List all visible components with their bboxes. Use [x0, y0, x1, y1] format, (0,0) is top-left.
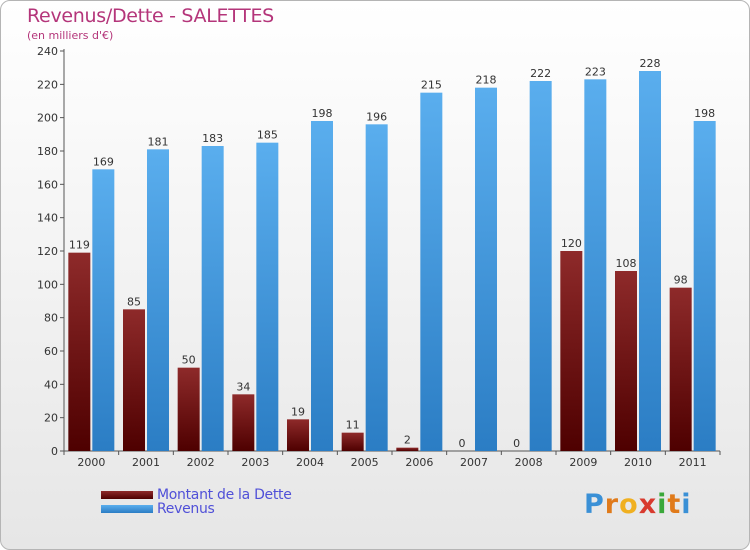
data-label-revenue: 228 — [640, 57, 661, 70]
y-tick-label: 0 — [51, 445, 58, 458]
data-label-debt: 85 — [127, 295, 141, 308]
y-tick-label: 20 — [44, 412, 58, 425]
legend-item-revenue: Revenus — [101, 501, 215, 517]
chart-title: Revenus/Dette - SALETTES — [27, 5, 274, 27]
bar-debt — [68, 252, 91, 451]
y-tick-label: 200 — [37, 112, 58, 125]
bar-revenue — [420, 92, 443, 452]
bar-revenue — [365, 124, 388, 451]
legend-swatch-debt — [101, 491, 153, 499]
data-label-revenue: 198 — [312, 107, 333, 120]
bar-debt — [287, 419, 309, 451]
x-tick-label: 2005 — [351, 456, 379, 469]
x-tick-label: 2010 — [624, 456, 652, 469]
data-label-revenue: 218 — [476, 74, 497, 87]
legend-label-revenue: Revenus — [157, 501, 215, 517]
x-tick-label: 2002 — [187, 456, 215, 469]
x-tick-label: 2003 — [241, 456, 269, 469]
bar-debt — [615, 271, 637, 451]
logo-letter: P — [584, 489, 605, 520]
y-tick-label: 180 — [37, 145, 58, 158]
data-label-revenue: 223 — [585, 65, 606, 78]
x-tick-label: 2006 — [405, 456, 433, 469]
data-label-debt: 34 — [236, 380, 250, 393]
data-label-debt: 119 — [69, 239, 90, 252]
bar-revenue — [693, 121, 716, 451]
y-tick-label: 40 — [44, 378, 58, 391]
data-label-debt: 108 — [616, 257, 637, 270]
legend-item-debt: Montant de la Dette — [101, 487, 292, 503]
data-label-revenue: 181 — [148, 135, 169, 148]
bar-debt — [669, 287, 692, 451]
bar-debt — [560, 251, 583, 451]
logo-letter: x — [638, 489, 658, 520]
bar-revenue — [92, 169, 115, 452]
data-label-debt: 2 — [404, 434, 411, 447]
logo-letter: r — [604, 489, 620, 520]
bar-debt — [123, 309, 145, 451]
data-label-revenue: 183 — [202, 132, 223, 145]
data-label-debt: 0 — [513, 437, 520, 450]
logo-letter: o — [619, 489, 639, 520]
data-label-revenue: 196 — [366, 110, 387, 123]
x-tick-label: 2011 — [679, 456, 707, 469]
bar-debt — [177, 367, 200, 451]
proxiti-logo: Proxiti — [584, 489, 692, 520]
data-label-debt: 98 — [674, 274, 688, 287]
data-label-debt: 0 — [459, 437, 466, 450]
data-label-revenue: 215 — [421, 79, 442, 92]
bar-revenue — [147, 149, 169, 452]
chart-subtitle: (en milliers d'€) — [27, 29, 114, 42]
x-tick-label: 2008 — [515, 456, 543, 469]
data-label-debt: 120 — [561, 237, 582, 250]
y-tick-label: 160 — [37, 178, 58, 191]
data-label-revenue: 185 — [257, 129, 278, 142]
bar-revenue — [311, 121, 333, 451]
bar-revenue — [529, 81, 552, 451]
logo-letter: i — [681, 489, 692, 520]
data-label-debt: 11 — [346, 419, 360, 432]
data-label-revenue: 169 — [93, 155, 114, 168]
x-tick-label: 2009 — [569, 456, 597, 469]
bar-debt — [396, 447, 419, 451]
bar-revenue — [201, 146, 224, 451]
logo-letter: i — [657, 489, 668, 520]
y-tick-label: 240 — [37, 45, 58, 58]
legend-swatch-revenue — [101, 505, 153, 513]
bar-debt — [232, 394, 255, 451]
bar-revenue — [639, 71, 661, 451]
x-tick-label: 2000 — [77, 456, 105, 469]
bar-debt — [341, 432, 364, 451]
y-tick-label: 220 — [37, 78, 58, 91]
data-label-revenue: 198 — [694, 107, 715, 120]
data-label-revenue: 222 — [530, 67, 551, 80]
logo-letter: t — [667, 489, 682, 520]
legend-label-debt: Montant de la Dette — [157, 487, 292, 503]
bar-revenue — [584, 79, 607, 451]
x-tick-label: 2001 — [132, 456, 160, 469]
x-tick-label: 2007 — [460, 456, 488, 469]
y-tick-label: 120 — [37, 245, 58, 258]
y-tick-label: 80 — [44, 312, 58, 325]
data-label-debt: 50 — [182, 354, 196, 367]
bar-revenue — [256, 142, 279, 451]
y-tick-label: 140 — [37, 212, 58, 225]
y-tick-label: 60 — [44, 345, 58, 358]
x-tick-label: 2004 — [296, 456, 324, 469]
bar-revenue — [475, 87, 497, 452]
y-tick-label: 100 — [37, 278, 58, 291]
data-label-debt: 19 — [291, 405, 305, 418]
